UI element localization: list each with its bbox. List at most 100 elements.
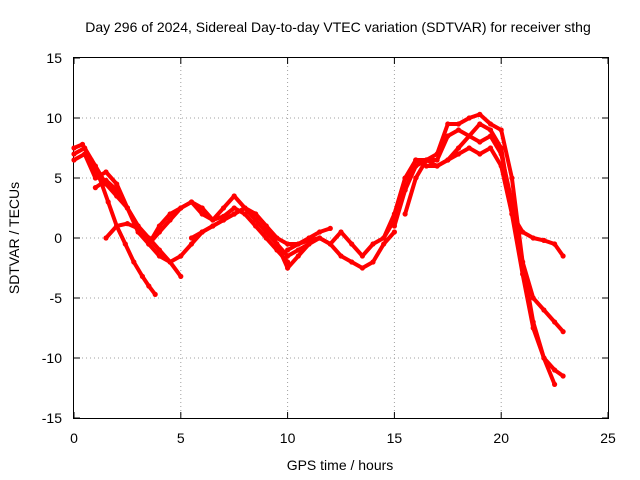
data-point: [349, 259, 355, 265]
data-point: [220, 205, 227, 211]
data-point: [552, 381, 558, 387]
data-point: [156, 253, 162, 259]
data-point: [71, 151, 77, 157]
y-tick-label: 0: [54, 230, 62, 246]
data-point: [253, 217, 259, 223]
y-tick-label: -15: [42, 410, 62, 426]
data-point: [317, 229, 323, 235]
y-tick-label: 5: [54, 170, 62, 186]
data-point: [105, 199, 111, 205]
data-point: [477, 111, 483, 117]
data-point: [210, 217, 216, 223]
y-tick-label: -5: [50, 290, 63, 306]
data-point: [92, 175, 98, 181]
data-point: [188, 235, 195, 241]
data-point: [231, 205, 237, 211]
data-point: [391, 229, 397, 235]
data-point: [71, 145, 77, 151]
data-point: [285, 241, 291, 247]
data-point: [552, 241, 558, 247]
data-point: [327, 225, 333, 231]
data-point: [231, 211, 237, 217]
data-point: [509, 211, 515, 217]
data-point: [131, 259, 137, 265]
data-point: [146, 283, 152, 289]
data-point: [477, 151, 483, 157]
data-point: [370, 241, 376, 247]
data-point: [178, 253, 184, 259]
data-point: [263, 235, 269, 241]
data-point: [124, 221, 130, 227]
data-point: [114, 223, 120, 229]
data-point: [455, 121, 462, 127]
data-point: [349, 241, 355, 247]
data-point: [114, 187, 120, 193]
y-tick-label: 15: [46, 50, 62, 66]
data-point: [520, 229, 526, 235]
data-point: [487, 127, 494, 133]
data-point: [295, 241, 301, 247]
data-point: [413, 175, 419, 181]
data-point: [487, 145, 494, 151]
data-point: [285, 253, 291, 259]
x-tick-label: 25: [600, 430, 616, 446]
data-point: [445, 121, 451, 127]
plot-frame: [73, 57, 609, 419]
data-point: [253, 223, 259, 229]
data-point: [520, 259, 526, 265]
data-point: [167, 259, 173, 265]
data-point: [402, 187, 408, 193]
data-point: [455, 127, 462, 133]
y-axis-label: SDTVAR / TECUs: [6, 182, 22, 294]
data-point: [253, 211, 259, 217]
data-point: [560, 373, 566, 379]
data-point: [552, 367, 558, 373]
data-point: [92, 185, 98, 191]
data-point: [167, 217, 173, 223]
data-point: [338, 229, 344, 235]
data-point: [146, 241, 152, 247]
data-point: [242, 211, 248, 217]
data-point: [156, 247, 162, 253]
data-point: [139, 273, 145, 279]
data-point: [477, 121, 483, 127]
data-point: [338, 253, 344, 259]
data-point: [509, 175, 515, 181]
data-point: [156, 223, 162, 229]
data-point: [274, 241, 280, 247]
y-axis-tick-labels: -15 -10 -5 0 5 10 15: [42, 50, 62, 426]
data-point: [530, 295, 536, 301]
data-point: [82, 145, 88, 151]
data-point: [317, 235, 323, 241]
data-point: [455, 151, 462, 157]
data-point: [370, 259, 376, 265]
data-point: [381, 235, 387, 241]
data-point: [359, 253, 365, 259]
data-point: [210, 223, 216, 229]
data-point: [103, 177, 109, 183]
data-point: [445, 133, 451, 139]
data-point: [466, 133, 472, 139]
data-point: [124, 205, 130, 211]
data-point: [487, 121, 494, 127]
data-series: [71, 111, 566, 387]
data-point: [541, 355, 547, 361]
x-tick-label: 0: [70, 430, 78, 446]
data-point: [199, 211, 205, 217]
data-point: [413, 157, 419, 163]
data-point: [541, 307, 547, 313]
data-point: [327, 241, 333, 247]
data-point: [445, 157, 451, 163]
data-point: [381, 241, 387, 247]
data-point: [413, 163, 419, 169]
data-point: [199, 205, 205, 211]
data-point: [285, 247, 291, 253]
data-point: [530, 319, 536, 325]
x-tick-label: 10: [280, 430, 296, 446]
data-point: [122, 241, 128, 247]
data-point: [152, 291, 158, 297]
data-point: [220, 217, 227, 223]
data-point: [167, 211, 173, 217]
data-point: [402, 211, 408, 217]
